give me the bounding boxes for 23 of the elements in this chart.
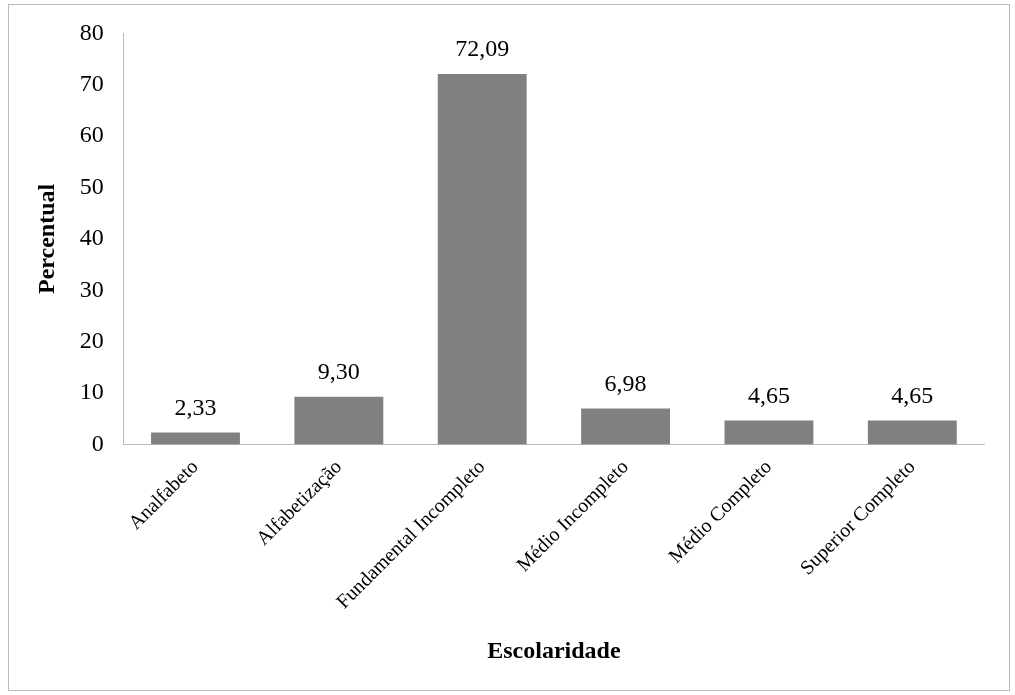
data-label: 72,09 (455, 35, 510, 62)
data-label: 4,65 (891, 381, 934, 408)
y-tick-label: 30 (79, 275, 104, 302)
y-tick-label: 20 (79, 326, 104, 353)
data-label: 9,30 (317, 357, 360, 384)
y-tick-label: 40 (79, 224, 104, 251)
y-tick-label: 80 (79, 18, 104, 45)
data-label: 6,98 (604, 369, 647, 396)
y-axis-title: Percentual (32, 183, 59, 295)
y-tick-label: 60 (79, 121, 104, 148)
bar (151, 432, 240, 445)
bar (581, 408, 671, 445)
bar (724, 420, 814, 445)
y-tick-label: 70 (79, 70, 104, 97)
data-label: 4,65 (747, 381, 790, 408)
y-tick-label: 10 (79, 378, 104, 405)
x-axis-title: Escolaridade (487, 636, 621, 663)
bar (867, 420, 957, 445)
bar (437, 74, 527, 445)
bar (294, 396, 384, 445)
data-label: 2,33 (174, 393, 217, 420)
y-tick-label: 0 (91, 429, 104, 456)
y-tick-label: 50 (79, 172, 104, 199)
